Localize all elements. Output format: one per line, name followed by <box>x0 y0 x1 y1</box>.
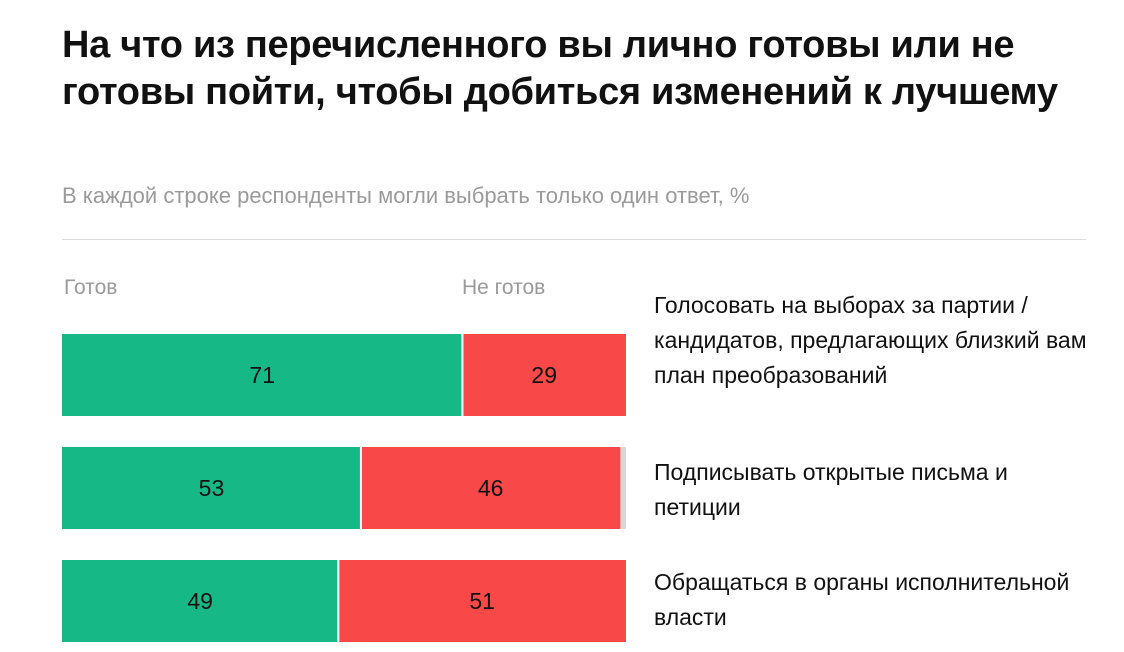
bar-not-ready <box>462 334 626 416</box>
legend-not-ready: Не готов <box>462 276 546 299</box>
value-label-not-ready: 51 <box>469 588 495 614</box>
bar-ready <box>62 447 361 529</box>
chart-title: На что из перечисленного вы лично готовы… <box>62 24 1058 113</box>
legend-ready: Готов <box>64 276 118 299</box>
bar-not-ready <box>360 447 621 529</box>
value-label-ready: 49 <box>187 588 213 614</box>
bar-separator <box>461 334 464 416</box>
chart-subtitle: В каждой строке респонденты могли выбрат… <box>62 183 750 208</box>
category-label-authorities: Обращаться в органы исполнительной власт… <box>654 569 1070 630</box>
bar-separator <box>337 560 340 642</box>
value-label-ready: 53 <box>199 475 225 501</box>
bar-ready <box>62 334 463 416</box>
bar-ready <box>62 560 339 642</box>
value-label-not-ready: 46 <box>478 475 504 501</box>
divider <box>62 239 1086 240</box>
bar-remainder <box>620 447 626 529</box>
bar-separator <box>359 447 362 529</box>
value-label-ready: 71 <box>249 362 275 388</box>
value-label-not-ready: 29 <box>531 362 557 388</box>
bar-not-ready <box>338 560 626 642</box>
category-label-petitions: Подписывать открытые письма и петиции <box>654 459 1008 520</box>
category-label-voting: Голосовать на выборах за партии / кандид… <box>654 292 1087 388</box>
